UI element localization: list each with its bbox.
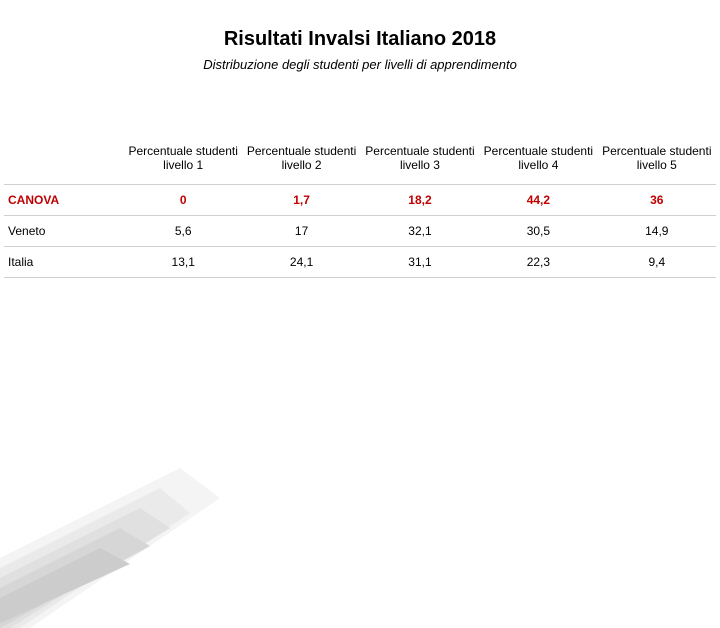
col-header-empty	[4, 140, 124, 185]
cell: 22,3	[479, 247, 597, 278]
results-table: Percentuale studenti livello 1 Percentua…	[4, 140, 716, 278]
cell: 9,4	[598, 247, 716, 278]
col-header-lvl3: Percentuale studenti livello 3	[361, 140, 479, 185]
cell: 17	[242, 216, 360, 247]
col-header-lvl2: Percentuale studenti livello 2	[242, 140, 360, 185]
cell: 5,6	[124, 216, 242, 247]
row-label: Veneto	[4, 216, 124, 247]
cell: 24,1	[242, 247, 360, 278]
table-row: Veneto 5,6 17 32,1 30,5 14,9	[4, 216, 716, 247]
cell: 14,9	[598, 216, 716, 247]
page-subtitle: Distribuzione degli studenti per livelli…	[0, 57, 720, 72]
col-header-lvl5: Percentuale studenti livello 5	[598, 140, 716, 185]
row-label: CANOVA	[4, 185, 124, 216]
row-label: Italia	[4, 247, 124, 278]
cell: 1,7	[242, 185, 360, 216]
table-row: CANOVA 0 1,7 18,2 44,2 36	[4, 185, 716, 216]
table-row: Italia 13,1 24,1 31,1 22,3 9,4	[4, 247, 716, 278]
col-header-lvl1: Percentuale studenti livello 1	[124, 140, 242, 185]
cell: 18,2	[361, 185, 479, 216]
cell: 36	[598, 185, 716, 216]
cell: 30,5	[479, 216, 597, 247]
cell: 32,1	[361, 216, 479, 247]
cell: 44,2	[479, 185, 597, 216]
page-title: Risultati Invalsi Italiano 2018	[0, 28, 720, 51]
cell: 31,1	[361, 247, 479, 278]
cell: 0	[124, 185, 242, 216]
decorative-shard-icon	[0, 468, 220, 628]
cell: 13,1	[124, 247, 242, 278]
col-header-lvl4: Percentuale studenti livello 4	[479, 140, 597, 185]
table-header-row: Percentuale studenti livello 1 Percentua…	[4, 140, 716, 185]
results-table-wrap: Percentuale studenti livello 1 Percentua…	[0, 140, 720, 278]
